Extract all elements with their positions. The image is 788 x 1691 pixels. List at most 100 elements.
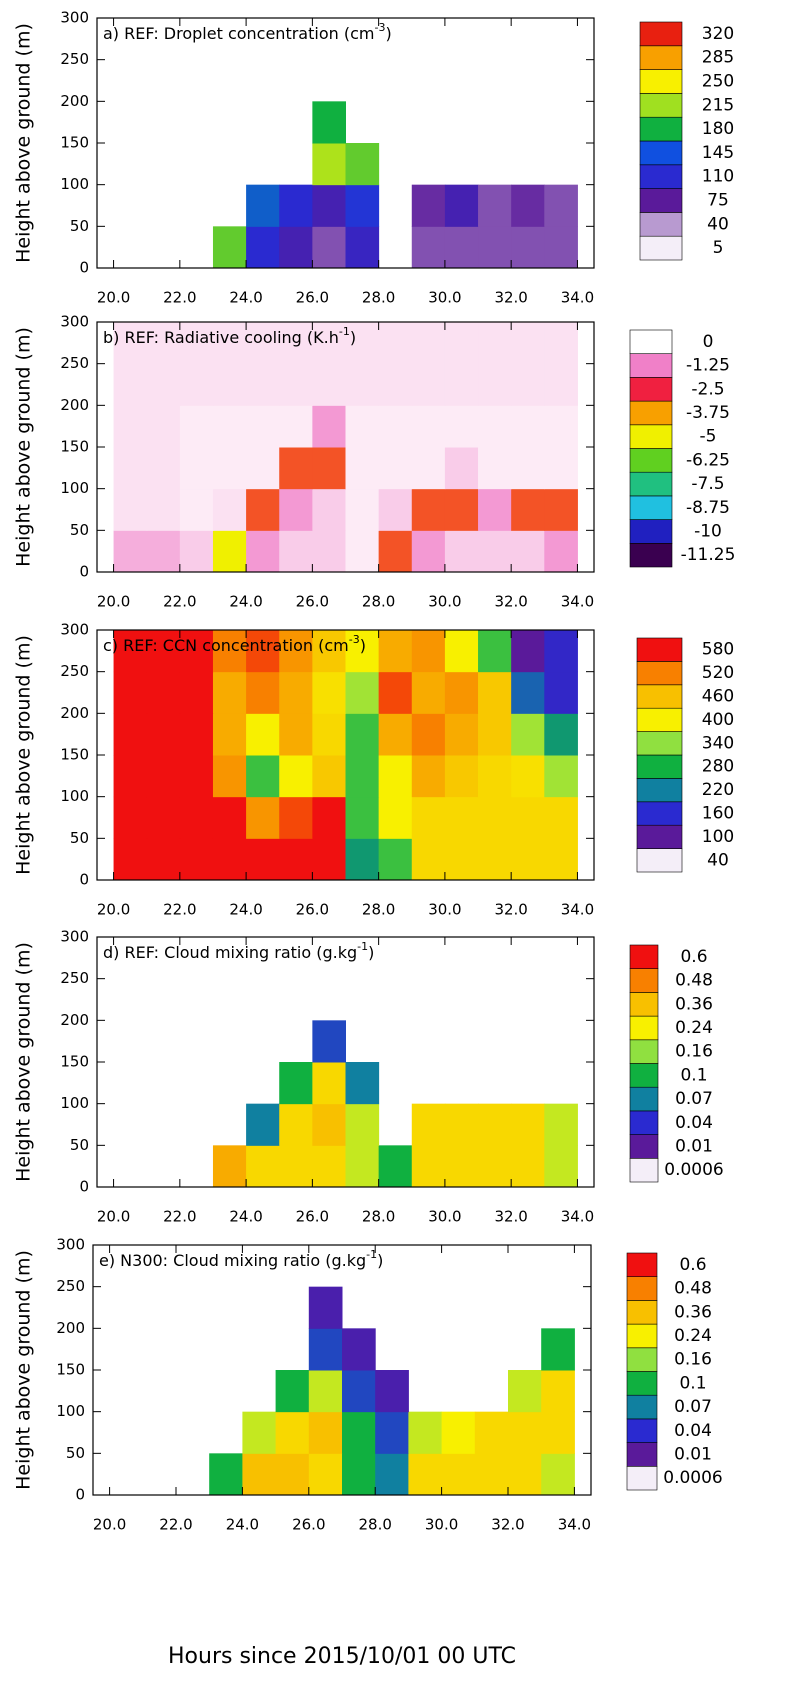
y-tick-label: 100	[60, 479, 89, 497]
heatmap-cell	[279, 447, 313, 490]
colorbar-label: 220	[702, 780, 734, 800]
heatmap-cell	[179, 796, 214, 839]
x-tick-label: 22.0	[163, 1208, 196, 1226]
heatmap-cell	[378, 630, 413, 673]
y-axis-label: Height above ground (m)	[13, 1250, 35, 1490]
y-tick-label: 100	[60, 1094, 89, 1112]
y-axis-label: Height above ground (m)	[13, 942, 35, 1182]
heatmap-cell	[511, 1103, 545, 1146]
y-axis-label: Height above ground (m)	[13, 23, 35, 263]
colorbar-label: 0.48	[674, 1279, 712, 1299]
colorbar-segment	[629, 1134, 659, 1159]
heatmap-cell	[345, 838, 380, 881]
heatmap-cell	[541, 1328, 575, 1371]
heatmap-cell	[279, 755, 313, 798]
colorbar-label: -8.75	[686, 498, 730, 518]
heatmap-cell	[378, 1145, 413, 1188]
colorbar-segment	[639, 212, 683, 237]
y-tick-label: 250	[60, 969, 89, 987]
heatmap-cell	[345, 1145, 380, 1188]
y-tick-label: 200	[60, 92, 89, 110]
x-tick-label: 20.0	[97, 593, 130, 611]
title-end: )	[385, 24, 391, 43]
colorbar-label: 0.36	[675, 994, 713, 1014]
heatmap-cell	[444, 671, 479, 714]
heatmap-cell	[146, 405, 181, 448]
colorbar-label: -11.25	[681, 545, 736, 565]
y-tick-label: 0	[79, 871, 89, 889]
panel-title: b) REF: Radiative cooling (K.h-1)	[103, 325, 356, 347]
x-tick-label: 34.0	[561, 901, 594, 919]
heatmap-cell	[411, 1103, 446, 1146]
heatmap-cell	[146, 488, 181, 531]
heatmap-cell	[113, 713, 148, 756]
heatmap-cell	[408, 1453, 443, 1496]
heatmap-cell	[113, 363, 148, 406]
heatmap-cell	[312, 530, 346, 573]
heatmap-cell	[478, 363, 512, 406]
heatmap-cell	[312, 1103, 346, 1146]
colorbar-label: 340	[702, 733, 734, 753]
heatmap-cell	[212, 488, 247, 531]
heatmap-cell	[544, 322, 578, 365]
heatmap-cell	[544, 226, 578, 269]
panel-title: a) REF: Droplet concentration (cm-3)	[103, 21, 392, 43]
heatmap-cell	[279, 363, 313, 406]
heatmap-cell	[511, 322, 545, 365]
colorbar-label: 0.16	[675, 1042, 713, 1062]
heatmap-cell	[146, 838, 181, 881]
heatmap-cell	[444, 1103, 479, 1146]
colorbar-label: 0.07	[675, 1089, 713, 1109]
heatmap-cell	[345, 796, 380, 839]
heatmap-cell	[246, 1145, 280, 1188]
heatmap-cell	[312, 405, 346, 448]
heatmap-cell	[378, 405, 413, 448]
heatmap-cell	[312, 322, 346, 365]
y-tick-label: 0	[75, 1486, 85, 1504]
colorbar-label: 0.0006	[664, 1160, 723, 1180]
heatmap-cell	[408, 1411, 443, 1454]
title-superscript: -1	[339, 325, 350, 338]
heatmap-cell	[246, 184, 280, 227]
x-tick-label: 30.0	[428, 901, 461, 919]
colorbar-label: 145	[702, 143, 734, 163]
y-tick-label: 150	[60, 1053, 89, 1071]
heatmap-cell	[312, 447, 346, 490]
colorbar-segment	[636, 707, 683, 732]
heatmap-cell	[279, 322, 313, 365]
heatmap-cell	[246, 530, 280, 573]
colorbar-segment	[629, 353, 673, 378]
y-tick-label: 150	[60, 438, 89, 456]
heatmap-cell	[544, 488, 578, 531]
colorbar-label: -5	[700, 427, 717, 447]
colorbar-segment	[629, 1110, 659, 1135]
x-tick-label: 22.0	[163, 901, 196, 919]
heatmap-cell	[511, 226, 545, 269]
heatmap-cell	[411, 530, 446, 573]
colorbar-segment	[626, 1466, 658, 1491]
heatmap-cell	[444, 363, 479, 406]
heatmap-cell	[544, 405, 578, 448]
x-tick-label: 20.0	[97, 289, 130, 307]
colorbar-label: 250	[702, 72, 734, 92]
heatmap-cell	[544, 671, 578, 714]
heatmap-cell	[113, 405, 148, 448]
title-end: )	[350, 328, 356, 347]
x-tick-label: 28.0	[362, 593, 395, 611]
colorbar-label: 0.01	[674, 1444, 712, 1464]
y-tick-label: 0	[79, 259, 89, 277]
heatmap-cell	[474, 1453, 509, 1496]
title-end: )	[360, 636, 366, 655]
heatmap-cell	[375, 1411, 409, 1454]
colorbar-segment	[629, 968, 659, 993]
colorbar-segment	[629, 1158, 659, 1183]
x-tick-label: 26.0	[292, 1516, 325, 1534]
heatmap-cell	[246, 363, 280, 406]
heatmap-cell	[444, 1145, 479, 1188]
heatmap-cell	[411, 755, 446, 798]
x-tick-label: 26.0	[296, 901, 329, 919]
x-tick-label: 34.0	[561, 1208, 594, 1226]
heatmap-cell	[146, 671, 181, 714]
y-tick-label: 250	[60, 662, 89, 680]
